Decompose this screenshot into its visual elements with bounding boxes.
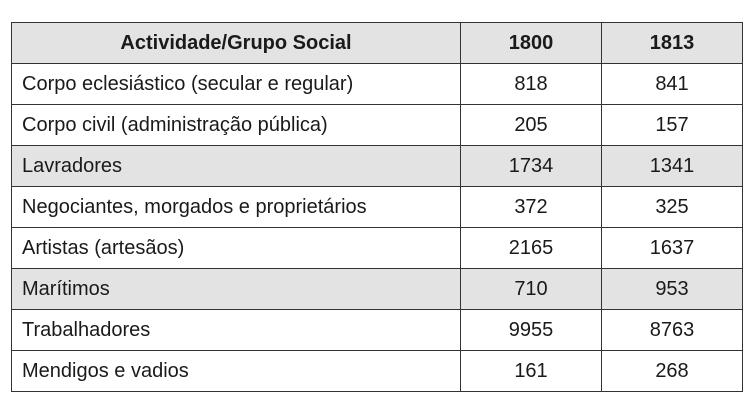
- column-header-1813: 1813: [601, 22, 743, 64]
- value-1813: 325: [601, 186, 743, 228]
- value-1813: 8763: [601, 309, 743, 351]
- value-1800: 161: [460, 350, 602, 392]
- value-1800: 372: [460, 186, 602, 228]
- table-row: Trabalhadores 9955 8763: [11, 309, 743, 351]
- row-label: Artistas (artesãos): [11, 227, 461, 269]
- row-label: Trabalhadores: [11, 309, 461, 351]
- value-1800: 2165: [460, 227, 602, 269]
- population-table: Actividade/Grupo Social 1800 1813 Corpo …: [11, 22, 743, 392]
- table-row: Artistas (artesãos) 2165 1637: [11, 227, 743, 269]
- value-1800: 710: [460, 268, 602, 310]
- value-1800: 9955: [460, 309, 602, 351]
- value-1800: 818: [460, 63, 602, 105]
- table-row: Lavradores 1734 1341: [11, 145, 743, 187]
- value-1813: 268: [601, 350, 743, 392]
- row-label: Corpo eclesiástico (secular e regular): [11, 63, 461, 105]
- value-1800: 205: [460, 104, 602, 146]
- table-body: Corpo eclesiástico (secular e regular) 8…: [11, 63, 743, 392]
- value-1813: 1341: [601, 145, 743, 187]
- table-row: Corpo eclesiástico (secular e regular) 8…: [11, 63, 743, 105]
- table-row: Corpo civil (administração pública) 205 …: [11, 104, 743, 146]
- header-row: Actividade/Grupo Social 1800 1813: [11, 22, 743, 64]
- column-header-1800: 1800: [460, 22, 602, 64]
- value-1813: 157: [601, 104, 743, 146]
- table-row: Marítimos 710 953: [11, 268, 743, 310]
- value-1800: 1734: [460, 145, 602, 187]
- row-label: Negociantes, morgados e proprietários: [11, 186, 461, 228]
- row-label: Mendigos e vadios: [11, 350, 461, 392]
- table-row: Negociantes, morgados e proprietários 37…: [11, 186, 743, 228]
- row-label: Corpo civil (administração pública): [11, 104, 461, 146]
- row-label: Lavradores: [11, 145, 461, 187]
- value-1813: 953: [601, 268, 743, 310]
- value-1813: 841: [601, 63, 743, 105]
- column-header-activity: Actividade/Grupo Social: [11, 22, 461, 64]
- value-1813: 1637: [601, 227, 743, 269]
- table-row: Mendigos e vadios 161 268: [11, 350, 743, 392]
- row-label: Marítimos: [11, 268, 461, 310]
